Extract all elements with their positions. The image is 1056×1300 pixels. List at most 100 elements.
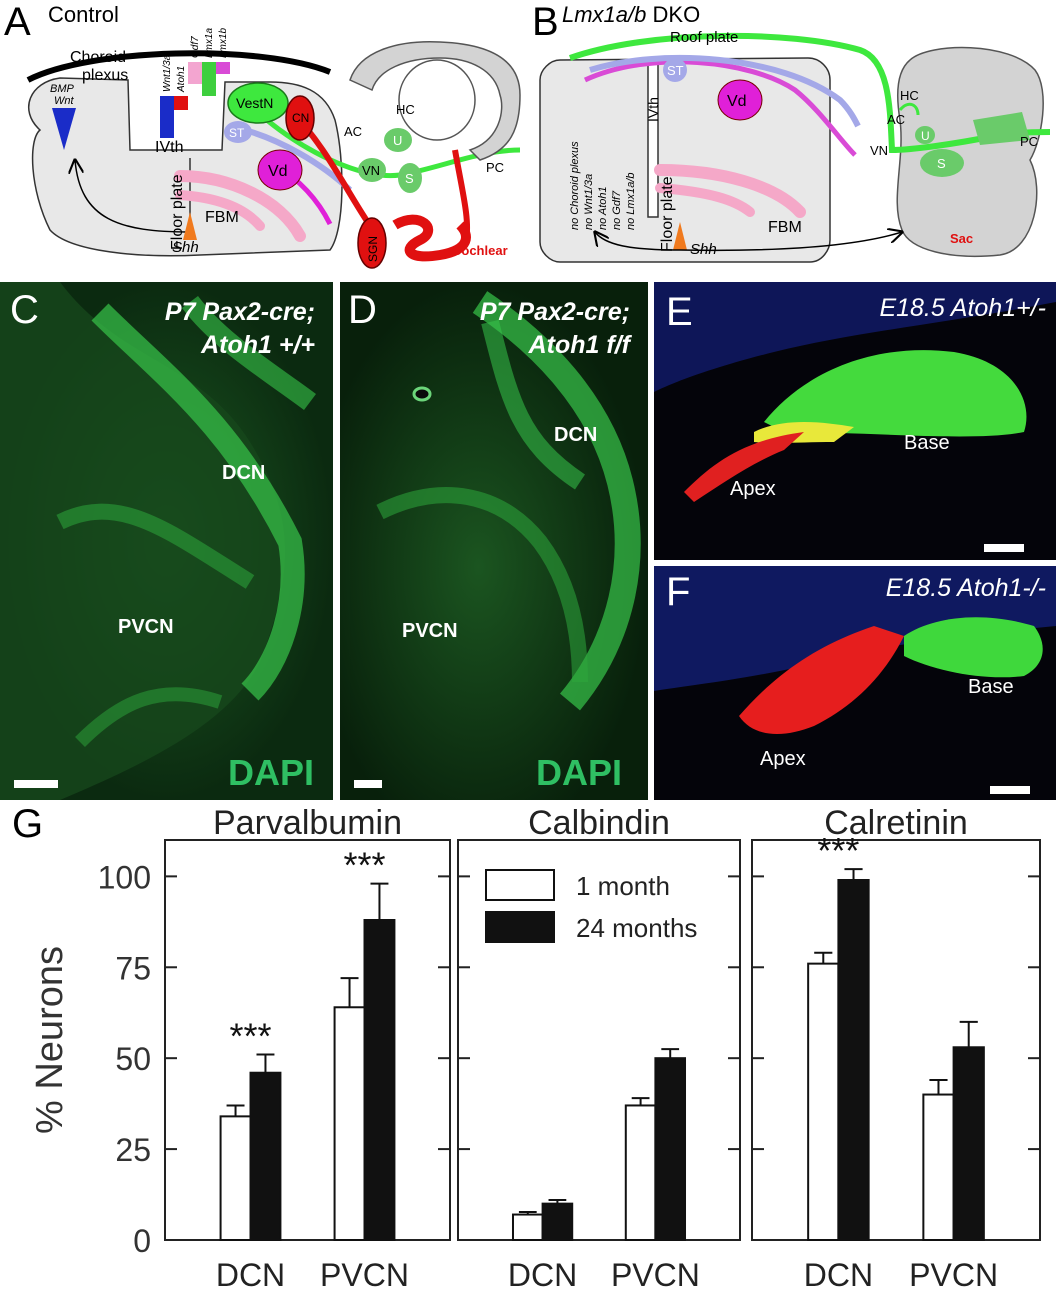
dko-label-vn: VN xyxy=(870,143,888,158)
panel-c-dcn-label: DCN xyxy=(222,462,266,484)
panel-g-letter: G xyxy=(12,802,44,846)
x-tick-label-1-0: DCN xyxy=(508,1257,577,1293)
y-tick-label-0: 0 xyxy=(133,1223,151,1259)
bar-1-0-1 xyxy=(541,1202,574,1241)
x-tick-label-0-1: PVCN xyxy=(320,1257,409,1293)
y-tick-label-25: 25 xyxy=(115,1132,151,1168)
dko-label-st: ST xyxy=(667,63,684,78)
dko-label-pc: PC xyxy=(1020,134,1038,149)
label-plexus: plexus xyxy=(82,67,128,84)
subplot-title-1: Calbindin xyxy=(528,804,670,842)
panel-b-title: Lmx1a/b DKO xyxy=(562,2,700,28)
panel-a-letter: A xyxy=(4,0,31,44)
label-gene-4: Lmx1b xyxy=(218,28,229,58)
bar-2-1-1 xyxy=(952,1046,985,1241)
label-choroid: Choroid xyxy=(70,49,126,66)
panel-c-scalebar xyxy=(14,780,58,788)
dko-label-s: S xyxy=(937,156,946,171)
y-tick-label-100: 100 xyxy=(98,859,151,895)
subplot-title-0: Parvalbumin xyxy=(213,804,402,842)
label-gene-0: Wnt1/3a xyxy=(162,54,173,92)
panel-c-pvcn-label: PVCN xyxy=(118,616,174,638)
label-vn: VN xyxy=(362,163,380,178)
panel-d-title: P7 Pax2-cre; Atoh1 f/f xyxy=(480,296,630,361)
dko-label-fbm: FBM xyxy=(768,219,802,236)
fbm-tract xyxy=(174,170,306,242)
dko-label-vd: Vd xyxy=(727,93,747,110)
panel-f-title: E18.5 Atoh1-/- xyxy=(885,574,1046,602)
dko-u-ellipse xyxy=(915,126,935,144)
panel-b-title-rest: DKO xyxy=(646,2,701,27)
label-cochlear: Cochlear xyxy=(452,243,508,258)
label-cn: CN xyxy=(292,111,309,125)
panel-f-base-label: Base xyxy=(968,676,1014,698)
panel-d-scalebar xyxy=(354,780,382,788)
vestn-ellipse xyxy=(227,82,289,124)
panel-d-image xyxy=(340,282,648,800)
panel-d: D P7 Pax2-cre; Atoh1 f/f DCN PVCN DAPI xyxy=(340,282,648,800)
dko-label-floor-plate: Floor plate xyxy=(659,176,676,252)
dko-label-no-2: no Atoh1 xyxy=(597,186,609,230)
dko-label-u: U xyxy=(921,129,930,143)
dko-blue-tract xyxy=(589,54,861,128)
bar-2-0-1 xyxy=(837,879,870,1241)
dko-fbm-tract xyxy=(654,164,806,218)
gdf7-bar xyxy=(188,62,202,84)
y-tick-label-75: 75 xyxy=(115,950,151,986)
dko-label-hc: HC xyxy=(900,88,919,103)
bar-1-1-1 xyxy=(654,1057,687,1241)
panel-e-image xyxy=(654,282,1056,560)
legend-swatch-1 xyxy=(485,911,555,943)
dko-vd-ellipse xyxy=(717,79,763,121)
dko-ivth xyxy=(647,61,659,218)
panel-c-title-line1: P7 Pax2-cre; xyxy=(164,298,315,326)
label-pc: PC xyxy=(486,160,504,175)
label-vestn: VestN xyxy=(236,95,273,111)
label-sgn: SGN xyxy=(366,236,380,262)
panel-f-letter: F xyxy=(666,570,691,614)
bmp-wnt-triangle xyxy=(52,108,76,150)
y-axis-label: % Neurons xyxy=(29,946,71,1134)
bar-2-1-0 xyxy=(922,1093,955,1241)
label-wnt: Wnt xyxy=(54,95,75,107)
label-bmp: BMP xyxy=(50,83,75,95)
dko-magenta-tract xyxy=(583,59,857,157)
legend-label-1: 24 months xyxy=(576,913,697,943)
panel-c-letter: C xyxy=(10,288,39,332)
label-hc: HC xyxy=(396,102,415,117)
panel-d-letter: D xyxy=(348,288,377,332)
panel-e: E E18.5 Atoh1+/- Base Apex xyxy=(654,282,1056,560)
dko-arrow-right xyxy=(679,232,902,252)
panel-b: B Lmx1a/b DKO Roof plate ST xyxy=(530,0,1056,270)
subplot-frame-1 xyxy=(457,839,741,1241)
vn-ellipse xyxy=(358,158,386,182)
s-ellipse xyxy=(398,163,422,193)
label-gene-2: Gdf7 xyxy=(190,36,201,58)
label-gene-1: Atoh1 xyxy=(176,66,187,93)
x-tick-label-1-1: PVCN xyxy=(611,1257,700,1293)
panel-g-chart: % Neurons Parvalbumin 0 25 50 75 100 DCN PVCN ***… xyxy=(29,804,1041,1293)
bar-2-0-0 xyxy=(807,962,840,1242)
x-tick-label-0-0: DCN xyxy=(216,1257,285,1293)
label-gene-3: Lmx1a xyxy=(204,28,215,58)
panel-e-green-region xyxy=(764,350,1027,437)
dko-label-no-0: no Choroid plexus xyxy=(569,141,581,230)
panel-b-letter: B xyxy=(532,0,559,44)
u-ellipse xyxy=(384,128,412,152)
dko-st-ellipse xyxy=(663,58,687,82)
panel-d-title-line2: Atoh1 f/f xyxy=(528,330,630,359)
significance-0-0: *** xyxy=(229,1016,271,1057)
panel-d-dcn-label: DCN xyxy=(554,424,598,446)
vd-ellipse xyxy=(257,149,303,191)
legend-label-0: 1 month xyxy=(576,871,670,901)
cn-ellipse xyxy=(285,95,315,141)
panel-e-scalebar xyxy=(984,544,1024,552)
label-st: ST xyxy=(229,126,245,140)
label-shh: Shh xyxy=(172,239,199,256)
lmx1b-bar xyxy=(216,62,230,74)
bar-1-1-0 xyxy=(624,1104,657,1242)
panel-a: A Control xyxy=(0,0,530,270)
y-tick-label-50: 50 xyxy=(115,1041,151,1077)
subplot-frame-0 xyxy=(164,839,451,1241)
significance-2-0: *** xyxy=(817,830,859,871)
